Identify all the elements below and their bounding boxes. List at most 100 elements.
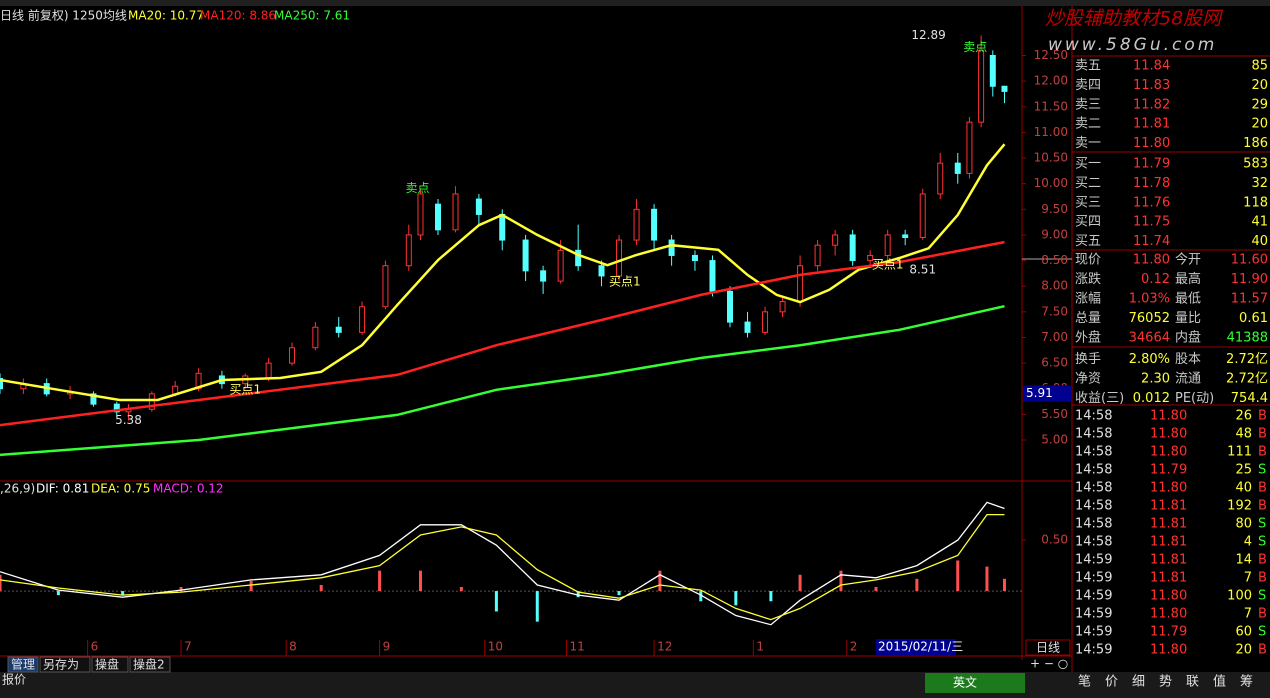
trade-time: 14:58 bbox=[1075, 535, 1112, 550]
panel-tab[interactable]: 联 bbox=[1186, 675, 1199, 690]
y-tick-label: 11.00 bbox=[1034, 125, 1068, 139]
candle-body bbox=[651, 208, 658, 241]
macd-bar bbox=[576, 591, 580, 598]
panel-tab[interactable]: 值 bbox=[1213, 674, 1226, 690]
candle-body bbox=[405, 234, 412, 267]
stat-label: 内盘 bbox=[1175, 330, 1201, 346]
stat-value: 11.80 bbox=[1133, 253, 1170, 268]
trade-price: 11.81 bbox=[1150, 517, 1187, 532]
trade-time: 14:58 bbox=[1075, 463, 1112, 478]
trade-time: 14:58 bbox=[1075, 517, 1112, 532]
trade-price: 11.81 bbox=[1150, 499, 1187, 514]
panel-tab[interactable]: 笔 bbox=[1078, 674, 1091, 690]
trade-volume: 4 bbox=[1244, 535, 1252, 550]
book-volume: 32 bbox=[1251, 176, 1268, 191]
trade-side: S bbox=[1258, 517, 1266, 532]
stat-value: 41388 bbox=[1227, 331, 1268, 346]
trade-volume: 14 bbox=[1235, 553, 1252, 568]
quote-panel: 卖五 11.84 85 卖四 11.83 20 卖三 11.82 29 卖二 11.81 20 卖一 11… bbox=[1075, 59, 1268, 690]
macd-legend: DEA: 0.75 bbox=[91, 482, 150, 496]
y-tick-label: 10.50 bbox=[1034, 151, 1068, 165]
trade-side: S bbox=[1258, 535, 1266, 550]
y-tick-label: 5.50 bbox=[1041, 407, 1068, 421]
trade-volume: 20 bbox=[1235, 643, 1252, 658]
stat-label: 量比 bbox=[1175, 311, 1201, 326]
candle-body bbox=[575, 249, 582, 267]
macd-line bbox=[0, 501, 1005, 626]
panel-tab[interactable]: 价 bbox=[1105, 675, 1118, 690]
book-label: 买三 bbox=[1075, 195, 1101, 210]
zoom-controls[interactable]: + − ○ bbox=[1030, 657, 1068, 671]
macd-bar bbox=[319, 584, 323, 592]
macd-bar bbox=[418, 570, 422, 592]
tab[interactable] bbox=[7, 656, 39, 673]
macd-bar bbox=[798, 574, 802, 592]
book-label: 买二 bbox=[1075, 176, 1101, 191]
stat-label: 现价 bbox=[1075, 253, 1101, 268]
macd-bar bbox=[459, 586, 463, 592]
tab-label[interactable]: 另存为 bbox=[43, 658, 79, 672]
trade-volume: 7 bbox=[1244, 571, 1252, 586]
candle-body bbox=[762, 311, 769, 333]
macd-bar bbox=[769, 591, 773, 602]
panel-tab[interactable]: 筹 bbox=[1240, 674, 1253, 690]
trade-volume: 26 bbox=[1235, 409, 1252, 424]
book-label: 卖二 bbox=[1075, 117, 1101, 132]
trade-volume: 80 bbox=[1235, 517, 1252, 532]
ma-line bbox=[0, 240, 1005, 427]
candle-body bbox=[598, 265, 605, 277]
ime-box[interactable] bbox=[925, 673, 1025, 693]
y-tick-label: 8.00 bbox=[1041, 279, 1068, 293]
trade-side: B bbox=[1258, 553, 1267, 568]
panel-tab[interactable]: 细 bbox=[1132, 675, 1145, 690]
candle-body bbox=[867, 254, 874, 262]
y-tick-label: 11.50 bbox=[1034, 99, 1068, 113]
trade-price: 11.80 bbox=[1150, 481, 1187, 496]
y-tick-label: 7.00 bbox=[1041, 330, 1068, 344]
tab[interactable] bbox=[129, 656, 171, 673]
candle-body bbox=[417, 193, 424, 236]
stat-value: 11.57 bbox=[1231, 292, 1268, 307]
book-volume: 118 bbox=[1243, 195, 1268, 210]
book-price: 11.76 bbox=[1133, 195, 1170, 210]
panel-tab[interactable]: 势 bbox=[1159, 674, 1172, 690]
trade-time: 14:58 bbox=[1075, 499, 1112, 514]
trade-price: 11.81 bbox=[1150, 535, 1187, 550]
candle-body bbox=[616, 239, 623, 277]
candle-body bbox=[966, 121, 973, 174]
macd-bar bbox=[839, 570, 843, 592]
watermark: 炒股辅助教材58股网 bbox=[1045, 8, 1224, 30]
macd-bar bbox=[985, 566, 989, 592]
tab-label[interactable]: 操盘 bbox=[95, 657, 119, 672]
x-tick-label: 10 bbox=[488, 640, 503, 654]
candle-body bbox=[832, 234, 839, 246]
tab[interactable] bbox=[91, 656, 129, 673]
period[interactable]: 日线 bbox=[1036, 641, 1060, 655]
trade-volume: 48 bbox=[1235, 427, 1252, 442]
trade-side: S bbox=[1258, 463, 1266, 478]
book-volume: 583 bbox=[1243, 157, 1268, 172]
candle-body bbox=[1001, 85, 1008, 92]
tab-label[interactable]: 操盘2 bbox=[133, 657, 165, 672]
trade-volume: 192 bbox=[1227, 499, 1252, 514]
stat-value: 76052 bbox=[1129, 311, 1170, 326]
y-tick-label: 0.50 bbox=[1041, 533, 1068, 547]
candle-body bbox=[382, 265, 389, 308]
macd-line bbox=[0, 513, 1005, 621]
candle-body bbox=[435, 203, 441, 231]
book-volume: 85 bbox=[1251, 59, 1268, 74]
candle-body bbox=[0, 377, 3, 390]
y-tick-label: 7.50 bbox=[1041, 304, 1068, 318]
tab[interactable] bbox=[39, 656, 91, 673]
macd-title: ,26,9) bbox=[0, 482, 35, 496]
stat-value: 0.012 bbox=[1133, 391, 1170, 406]
macd-legend: MACD: 0.12 bbox=[153, 482, 224, 496]
trade-volume: 25 bbox=[1235, 463, 1252, 478]
ime[interactable]: 英文 bbox=[953, 675, 977, 690]
tab-label[interactable]: 管理 bbox=[11, 657, 35, 672]
period-box[interactable] bbox=[1025, 639, 1071, 656]
candle-body bbox=[797, 265, 804, 303]
macd-bar bbox=[915, 578, 919, 592]
candle-body bbox=[954, 162, 961, 174]
annotation: 5.38 bbox=[115, 413, 142, 427]
